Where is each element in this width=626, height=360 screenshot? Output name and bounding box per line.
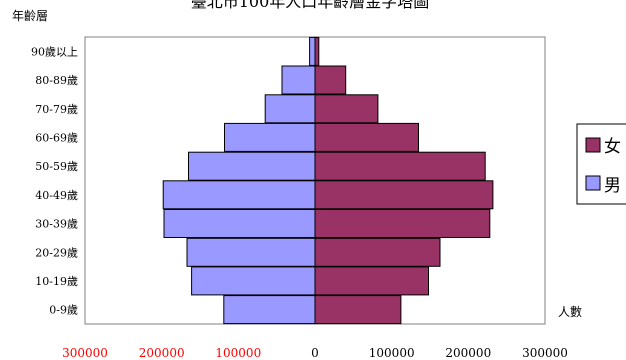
- bar-female-3: [314, 209, 491, 238]
- x-tick-labels: 300000 200000 100000 0 100000 200000 300000: [62, 346, 568, 360]
- bar-male-7: [264, 94, 316, 124]
- bar-female-7: [314, 94, 379, 124]
- y-tick-label-0: 0-9歲: [49, 303, 78, 317]
- y-tick-labels: 0-9歲 10-19歲 20-29歲 30-39歲 40-49歲 50-59歲 60-69歲…: [31, 44, 78, 316]
- y-tick-label-6: 60-69歲: [35, 130, 78, 144]
- bar-male-0: [223, 295, 316, 325]
- bar-male-4: [162, 180, 316, 210]
- x-tick-label-3: 0: [311, 346, 319, 360]
- x-tick-label-1: 200000: [139, 346, 185, 360]
- y-tick-label-8: 80-89歲: [35, 73, 78, 87]
- y-tick-label-7: 70-79歲: [35, 102, 78, 116]
- legend-swatch-male: [585, 175, 601, 191]
- bar-female-4: [314, 180, 494, 210]
- bar-female-8: [314, 65, 347, 95]
- y-tick-label-2: 20-29歲: [35, 245, 78, 259]
- female-bars: [314, 36, 494, 325]
- legend-label-female: 女: [604, 137, 621, 157]
- bar-male-2: [186, 237, 316, 267]
- bar-female-5: [314, 151, 486, 181]
- bar-male-3: [163, 209, 316, 238]
- chart-title: 臺北市100年人口年齡層金字塔圖: [191, 0, 430, 11]
- bar-male-5: [188, 151, 316, 181]
- bar-female-0: [314, 295, 402, 325]
- y-axis-label: 年齡層: [12, 9, 48, 23]
- y-tick-label-4: 40-49歲: [35, 188, 78, 202]
- bar-male-6: [224, 122, 316, 152]
- x-axis-label: 人數: [558, 305, 582, 319]
- x-tick-label-2: 100000: [215, 346, 261, 360]
- bar-male-1: [191, 266, 316, 296]
- bar-male-8: [281, 65, 316, 95]
- legend-swatch-female: [585, 137, 601, 153]
- y-tick-label-9: 90歲以上: [31, 44, 78, 58]
- x-tick-label-5: 200000: [445, 346, 491, 360]
- y-tick-label-1: 10-19歲: [35, 274, 78, 288]
- legend-label-male: 男: [604, 176, 621, 196]
- bar-female-1: [314, 266, 429, 296]
- x-tick-label-4: 100000: [369, 346, 415, 360]
- bar-female-6: [314, 122, 419, 152]
- bar-male-9: [309, 36, 316, 66]
- x-tick-label-0: 300000: [62, 346, 108, 360]
- y-tick-label-5: 50-59歲: [35, 159, 78, 173]
- legend-box: [576, 123, 626, 205]
- bar-female-2: [314, 237, 441, 267]
- bar-female-9: [314, 36, 320, 66]
- x-tick-label-6: 300000: [522, 346, 568, 360]
- y-tick-label-3: 30-39歲: [35, 217, 78, 231]
